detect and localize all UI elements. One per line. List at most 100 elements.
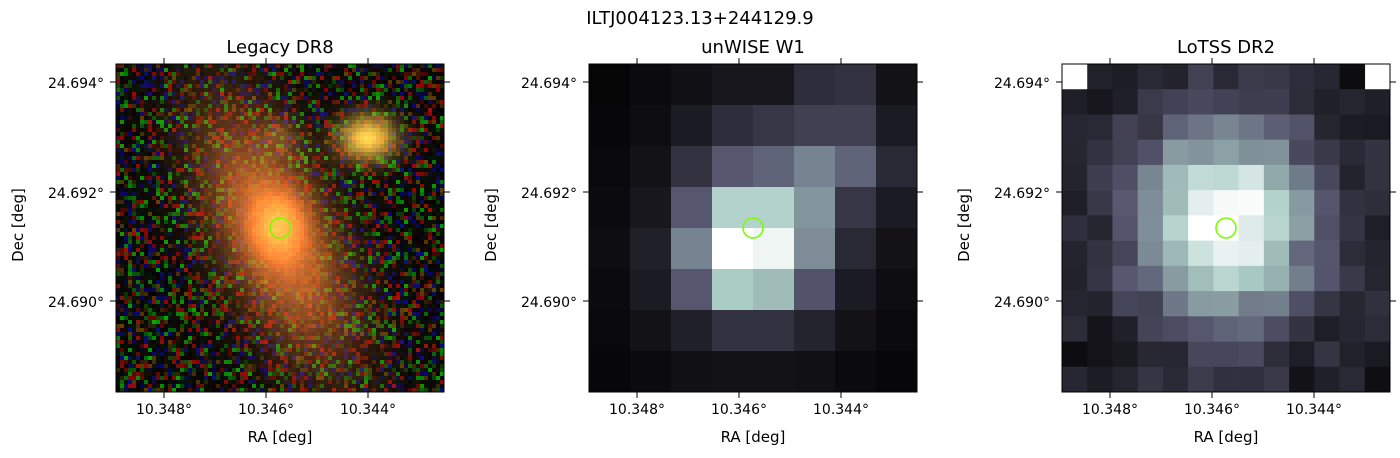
pixel [260, 244, 265, 249]
pixel [236, 88, 241, 93]
pixel [356, 304, 361, 309]
pixel [412, 296, 417, 301]
pixel [216, 252, 221, 257]
pixel [412, 80, 417, 85]
pixel [300, 120, 305, 125]
pixel [356, 216, 361, 221]
pixel [160, 84, 165, 89]
pixel [256, 200, 261, 205]
pixel [240, 164, 245, 169]
pixel [168, 208, 173, 213]
pixel [268, 168, 273, 173]
pixel [260, 88, 265, 93]
pixel [440, 272, 445, 277]
pixel [156, 160, 161, 165]
pixel [424, 144, 429, 149]
pixel [228, 300, 233, 305]
pixel [340, 108, 345, 113]
pixel [136, 220, 141, 225]
pixel [140, 100, 145, 105]
pixel [356, 276, 361, 281]
pixel [136, 272, 141, 277]
pixel [408, 216, 413, 221]
pixel [332, 144, 337, 149]
pixel [160, 104, 165, 109]
pixel [204, 192, 209, 197]
pixel [360, 120, 365, 125]
pixel [284, 76, 289, 81]
pixel [152, 232, 157, 237]
pixel [328, 124, 333, 129]
pixel [188, 140, 193, 145]
pixel [400, 88, 405, 93]
pixel [384, 296, 389, 301]
pixel [304, 192, 309, 197]
pixel [220, 144, 225, 149]
pixel [248, 300, 253, 305]
pixel [428, 172, 433, 177]
pixel [336, 152, 341, 157]
pixel [216, 288, 221, 293]
pixel [388, 148, 393, 153]
pixel [128, 296, 133, 301]
pixel [424, 148, 429, 153]
pixel [312, 68, 317, 73]
pixel [212, 84, 217, 89]
pixel [260, 120, 265, 125]
pixel [240, 292, 245, 297]
pixel [332, 84, 337, 89]
pixel [224, 236, 229, 241]
pixel [372, 200, 377, 205]
pixel [232, 260, 237, 265]
pixel [160, 268, 165, 273]
pixel [208, 248, 213, 253]
pixel [404, 152, 409, 157]
pixel [320, 188, 325, 193]
pixel [224, 124, 229, 129]
pixel [392, 200, 397, 205]
pixel [340, 216, 345, 221]
pixel [252, 172, 257, 177]
pixel [384, 120, 389, 125]
pixel [324, 144, 329, 149]
pixel [328, 100, 333, 105]
pixel [308, 148, 313, 153]
pixel [212, 92, 217, 97]
pixel [192, 72, 197, 77]
pixel [384, 80, 389, 85]
pixel [228, 208, 233, 213]
pixel [396, 120, 401, 125]
pixel [328, 188, 333, 193]
pixel [116, 164, 121, 169]
pixel [188, 92, 193, 97]
pixel [232, 180, 237, 185]
pixel [148, 108, 153, 113]
pixel [348, 124, 353, 129]
pixel [184, 220, 189, 225]
pixel [192, 156, 197, 161]
pixel [148, 248, 153, 253]
pixel [196, 256, 201, 261]
pixel [404, 240, 409, 245]
pixel [216, 80, 221, 85]
pixel [168, 196, 173, 201]
pixel [244, 92, 249, 97]
pixel [152, 268, 157, 273]
pixel [376, 112, 381, 117]
pixel [160, 80, 165, 85]
pixel [328, 136, 333, 141]
pixel [268, 164, 273, 169]
pixel [376, 64, 381, 69]
pixel [388, 232, 393, 237]
pixel [176, 216, 181, 221]
pixel [332, 100, 337, 105]
pixel [124, 200, 129, 205]
pixel [380, 124, 385, 129]
pixel [168, 276, 173, 281]
pixel [224, 188, 229, 193]
pixel [404, 284, 409, 289]
pixel [116, 280, 121, 285]
pixel [364, 216, 369, 221]
pixel [280, 300, 285, 305]
pixel [196, 148, 201, 153]
